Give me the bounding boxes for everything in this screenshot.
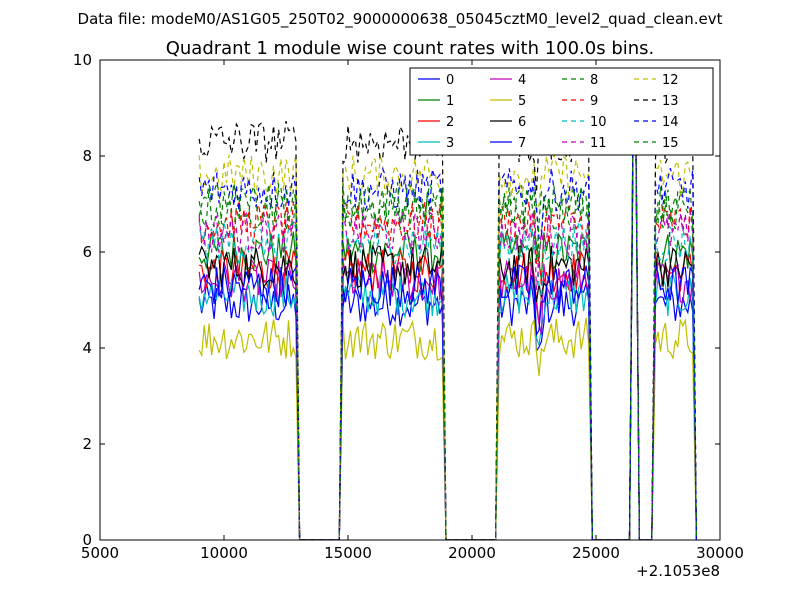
series-line-3 <box>198 98 697 540</box>
series-line-14 <box>198 109 697 540</box>
y-tick-label: 4 <box>82 339 92 357</box>
legend-frame <box>409 67 714 156</box>
figure-suptitle: Data file: modeM0/AS1G05_250T02_90000006… <box>78 10 723 29</box>
legend-label-15: 15 <box>662 136 679 151</box>
chart-title: Quadrant 1 module wise count rates with … <box>166 38 655 59</box>
y-tick-label: 6 <box>82 243 92 261</box>
legend-label-8: 8 <box>590 73 598 88</box>
legend-label-0: 0 <box>446 73 454 88</box>
legend-label-2: 2 <box>446 115 454 130</box>
x-tick-label: 15000 <box>324 544 372 562</box>
legend-label-3: 3 <box>446 136 454 151</box>
legend-label-11: 11 <box>590 136 607 151</box>
x-tick-label: 10000 <box>200 544 248 562</box>
legend-label-7: 7 <box>518 136 526 151</box>
series-line-8 <box>198 107 697 540</box>
plot-area-frame <box>99 59 721 541</box>
legend-label-4: 4 <box>518 73 526 88</box>
series-line-15 <box>198 112 697 540</box>
series-line-4 <box>198 94 697 540</box>
x-tick-label: 5000 <box>81 544 119 562</box>
legend-label-6: 6 <box>518 115 526 130</box>
y-tick-label: 10 <box>73 51 92 69</box>
series-line-10 <box>198 113 697 540</box>
legend-label-5: 5 <box>518 94 526 109</box>
y-tick-label: 2 <box>82 435 92 453</box>
y-tick-label: 0 <box>82 531 92 549</box>
legend-label-12: 12 <box>662 73 679 88</box>
legend-label-9: 9 <box>590 94 598 109</box>
legend-label-1: 1 <box>446 94 454 109</box>
x-tick-label: 30000 <box>696 544 744 562</box>
series-layer <box>198 94 697 540</box>
y-tick-label: 8 <box>82 147 92 165</box>
series-line-6 <box>198 106 697 540</box>
legend-label-13: 13 <box>662 94 679 109</box>
x-tick-label: 20000 <box>448 544 496 562</box>
series-line-7 <box>198 114 697 540</box>
legend-label-10: 10 <box>590 115 607 130</box>
series-line-1 <box>198 118 697 540</box>
series-line-11 <box>198 112 697 540</box>
x-offset-label: +2.1053e8 <box>636 562 720 580</box>
legend-label-14: 14 <box>662 115 679 130</box>
x-tick-label: 25000 <box>572 544 620 562</box>
series-line-5 <box>198 103 697 540</box>
